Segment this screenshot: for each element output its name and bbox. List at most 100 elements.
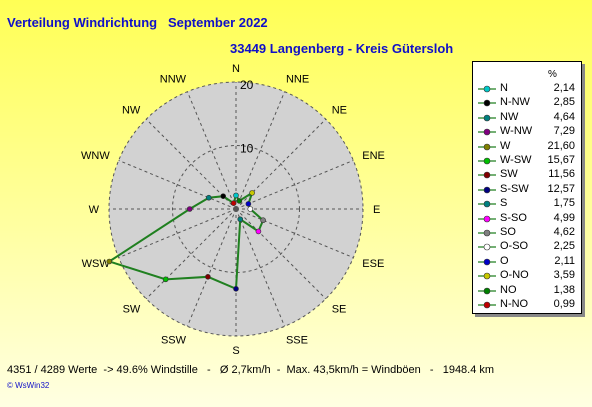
legend-marker-icon [478,229,496,237]
legend-label: S-SW [500,182,529,195]
chart-title: Verteilung Windrichtung September 2022 [7,15,268,30]
direction-label-se: SE [332,304,347,316]
legend-item: O-NO 3,59 [473,269,581,283]
direction-label-ese: ESE [362,258,384,270]
legend-marker-icon [478,143,496,150]
legend-marker-icon [478,157,496,165]
statistics-footer: 4351 / 4289 Werte -> 49.6% Windstille - … [7,364,495,376]
legend-label: SO [500,226,516,238]
legend-marker-icon [478,114,496,122]
legend-label: O-SO [500,240,529,253]
legend-label: N-NO [500,298,529,310]
data-point-nne [236,198,243,204]
legend-marker-icon [478,215,496,222]
data-point-nw [220,193,227,200]
legend-value: 0,99 [553,298,575,310]
direction-label-e: E [373,204,380,216]
chart-subtitle: 33449 Langenberg - Kreis Gütersloh [230,41,454,56]
legend-value: 4,64 [553,110,575,123]
legend-marker-icon [478,244,496,251]
legend-marker-icon [478,287,496,294]
direction-label-sse: SSE [286,334,308,346]
legend-label: W [500,139,511,152]
direction-label-ssw: SSW [161,334,187,346]
legend-label: N-NW [500,96,530,109]
legend-label: N [500,82,508,94]
legend-value: 3,59 [553,269,575,282]
legend-value: 1,75 [553,197,575,210]
legend-value: 2,11 [554,254,575,267]
legend-value: 4,99 [553,211,575,224]
legend-item: W-NW 7,29 [473,125,581,139]
data-point-se [255,228,262,235]
legend-label: W-SW [500,154,532,166]
legend-marker-icon [478,172,496,179]
direction-label-wnw: WNW [81,150,110,162]
legend-value: 7,29 [553,125,575,138]
data-point-wnw [205,194,212,201]
legend-item: W 21,60 [473,140,581,154]
legend-label: NW [500,110,519,123]
data-point-ssw [205,274,211,280]
legend-item: S 1,75 [473,197,581,211]
legend-item: O-SO 2,25 [473,240,581,254]
legend-label: O [500,254,509,267]
data-point-w [186,206,193,212]
direction-label-nnw: NNW [160,74,187,86]
direction-label-ne: NE [332,104,347,116]
legend-value: 1,38 [553,283,575,296]
tick-label: 20 [240,78,254,92]
legend-label: S-SO [500,211,527,224]
legend-item: NO 1,38 [473,284,581,298]
data-point-e [247,206,254,212]
software-credit: © WsWin32 [7,381,50,390]
legend-item: O 2,11 [473,255,581,269]
tick-label: 10 [240,142,254,156]
legend-label: NO [500,283,517,296]
legend-item: SO 4,62 [473,226,581,240]
legend-marker-icon [478,200,496,208]
radial-ticks: 10 20 [240,78,254,156]
direction-label-s: S [232,345,239,357]
legend-label: W-NW [500,125,533,138]
direction-label-nne: NNE [286,74,309,86]
direction-label-nw: NW [122,104,141,116]
legend-item: N-NW 2,85 [473,96,581,110]
data-point-nnw [230,200,237,206]
direction-label-n: N [232,63,240,75]
data-point-wsw [106,258,113,265]
legend-marker-icon [478,186,496,194]
direction-label-sw: SW [123,304,141,316]
data-points [106,190,266,292]
legend-item: W-SW 15,67 [473,154,581,168]
legend-marker-icon [478,272,496,280]
legend-marker-icon [478,258,496,266]
data-point-sse [237,216,244,223]
grid-ring [172,145,300,273]
legend-value: 12,57 [547,182,575,195]
legend-value: 2,14 [553,82,575,94]
legend-marker-icon [478,301,496,309]
direction-label-ene: ENE [362,150,385,162]
data-point-sw [162,276,169,283]
data-point-ne [249,190,255,196]
legend-value: 2,85 [553,96,575,109]
data-point-s [233,286,239,292]
legend-item: S-SW 12,57 [473,183,581,197]
grid-lines [108,81,364,337]
legend-item: NW 4,64 [473,111,581,125]
legend-item: SW 11,56 [473,168,581,182]
legend-header: % [548,69,557,80]
data-point-ene [245,201,252,207]
legend-marker-icon [478,128,496,136]
legend-label: O-NO [500,269,529,282]
legend-value: 11,56 [548,168,575,181]
direction-labels: N NNE NE ENE E ESE SE SSE S SSW SW WSW W WNW NW NNW [81,63,385,357]
direction-label-w: W [89,204,100,216]
legend-value: 21,60 [547,139,575,152]
legend-value: 15,67 [547,154,575,166]
legend-label: SW [500,168,518,181]
legend-label: S [500,197,508,210]
